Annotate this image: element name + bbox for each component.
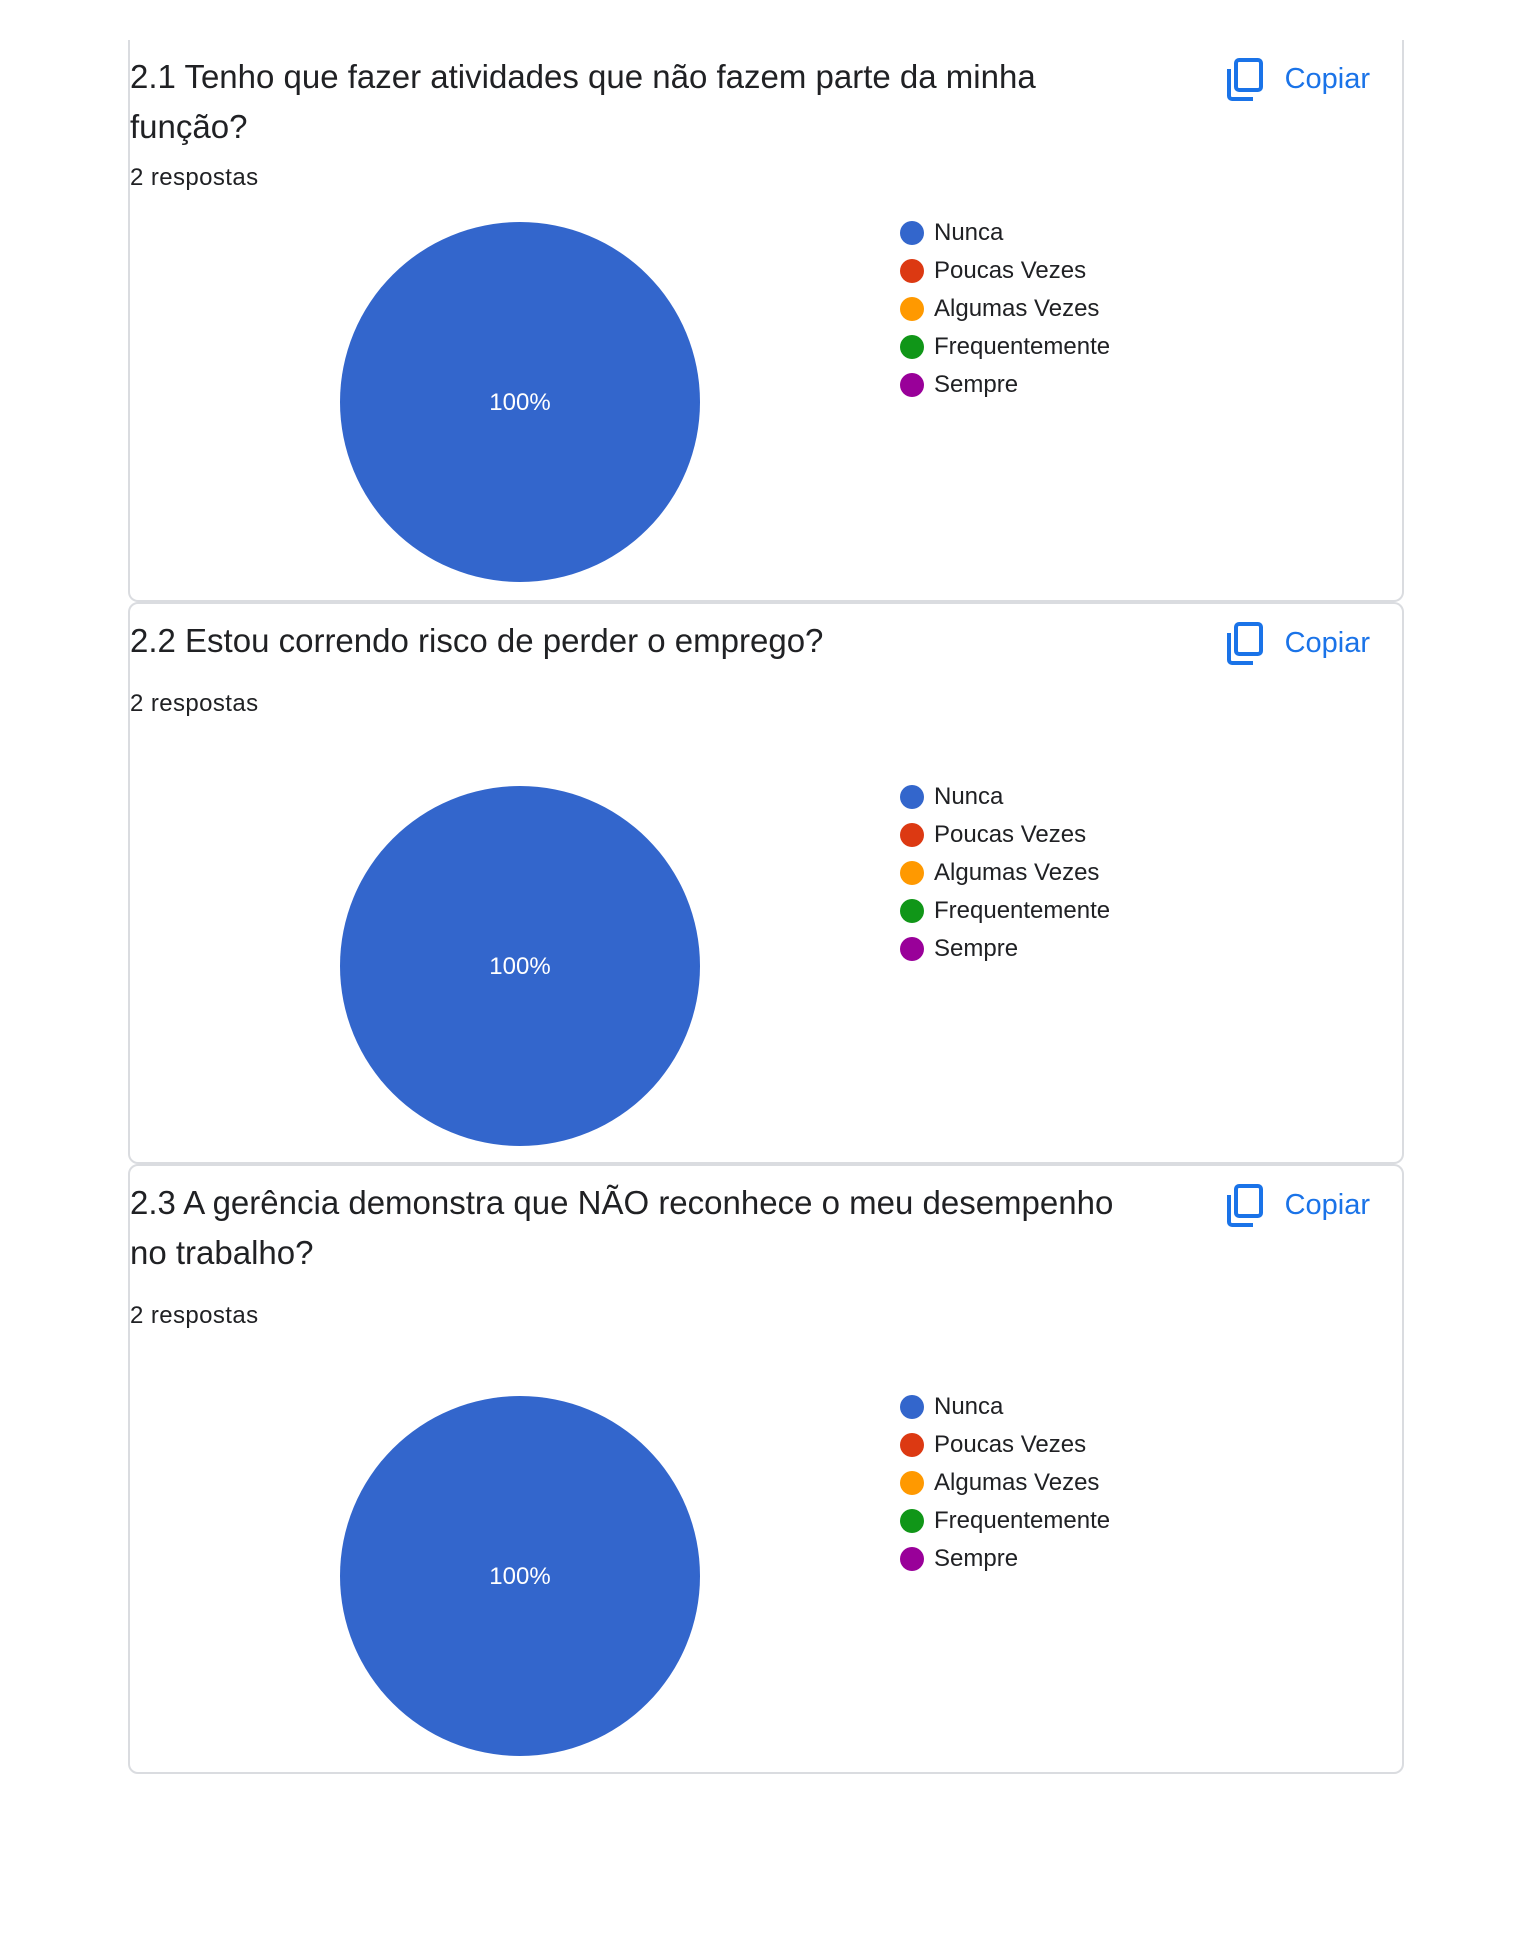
legend-swatch [900, 297, 924, 321]
legend-swatch [900, 1433, 924, 1457]
legend-label: Nunca [934, 783, 1004, 810]
legend-swatch [900, 373, 924, 397]
legend-swatch [900, 1509, 924, 1533]
pie-chart: 100% [340, 222, 700, 582]
slice-label: 100% [489, 953, 550, 980]
copy-button[interactable]: Copiar [1225, 54, 1370, 104]
response-count: 2 respostas [130, 1302, 259, 1329]
question-title: 2.3 A gerência demonstra que NÃO reconhe… [130, 1184, 1114, 1271]
legend-swatch [900, 785, 924, 809]
legend-label: Algumas Vezes [934, 859, 1100, 886]
legend-label: Frequentemente [934, 897, 1111, 924]
legend: Nunca Poucas Vezes Algumas Vezes Frequentem… [900, 778, 1110, 968]
legend-item: Algumas Vezes [900, 1464, 1110, 1502]
legend-swatch [900, 259, 924, 283]
question-title: 2.2 Estou correndo risco de perder o emp… [130, 622, 824, 659]
legend-item: Nunca [900, 1388, 1110, 1426]
legend-label: Poucas Vezes [934, 821, 1087, 848]
legend-label: Poucas Vezes [934, 257, 1087, 284]
copy-icon [1226, 58, 1263, 101]
question-card-3: 2.3 A gerência demonstra que NÃO reconhe… [128, 1164, 1404, 1774]
question-card-1: 2.1 Tenho que fazer atividades que não f… [128, 40, 1404, 602]
question-title: 2.1 Tenho que fazer atividades que não f… [130, 58, 1036, 145]
response-count: 2 respostas [130, 690, 259, 717]
legend-label: Sempre [934, 371, 1019, 398]
legend-label: Nunca [934, 219, 1004, 246]
legend-item: Frequentemente [900, 328, 1110, 366]
legend-swatch [900, 1547, 924, 1571]
legend-item: Frequentemente [900, 892, 1110, 930]
pie-slice-nunca [340, 786, 700, 1146]
legend: Nunca Poucas Vezes Algumas Vezes Frequentem… [900, 214, 1110, 404]
copy-button[interactable]: Copiar [1225, 1180, 1370, 1230]
copy-icon [1226, 622, 1263, 665]
legend-label: Frequentemente [934, 1507, 1111, 1534]
pie-slice-nunca [340, 222, 700, 582]
slice-label: 100% [489, 1563, 550, 1590]
legend-swatch [900, 823, 924, 847]
legend-swatch [900, 1471, 924, 1495]
legend-swatch [900, 861, 924, 885]
copy-label: Copiar [1284, 1188, 1370, 1221]
legend-swatch [900, 1395, 924, 1419]
pie-slice-nunca [340, 1396, 700, 1756]
legend-item: Frequentemente [900, 1502, 1110, 1540]
legend-swatch [900, 899, 924, 923]
slice-label: 100% [489, 389, 550, 416]
legend-item: Sempre [900, 1540, 1110, 1578]
legend-label: Algumas Vezes [934, 295, 1100, 322]
copy-label: Copiar [1284, 626, 1370, 659]
legend-item: Algumas Vezes [900, 290, 1110, 328]
legend: Nunca Poucas Vezes Algumas Vezes Frequentem… [900, 1388, 1110, 1578]
legend-item: Sempre [900, 366, 1110, 404]
legend-item: Nunca [900, 214, 1110, 252]
legend-item: Algumas Vezes [900, 854, 1110, 892]
legend-item: Sempre [900, 930, 1110, 968]
copy-button[interactable]: Copiar [1225, 618, 1370, 668]
legend-item: Poucas Vezes [900, 816, 1110, 854]
legend-swatch [900, 937, 924, 961]
legend-item: Poucas Vezes [900, 1426, 1110, 1464]
legend-swatch [900, 335, 924, 359]
copy-label: Copiar [1284, 62, 1370, 95]
legend-label: Nunca [934, 1393, 1004, 1420]
legend-label: Poucas Vezes [934, 1431, 1087, 1458]
legend-label: Algumas Vezes [934, 1469, 1100, 1496]
legend-label: Frequentemente [934, 333, 1111, 360]
question-card-2: 2.2 Estou correndo risco de perder o emp… [128, 602, 1404, 1164]
legend-label: Sempre [934, 935, 1019, 962]
legend-label: Sempre [934, 1545, 1019, 1572]
response-count: 2 respostas [130, 164, 259, 191]
pie-chart: 100% [340, 1396, 700, 1756]
copy-icon [1226, 1184, 1263, 1227]
legend-item: Nunca [900, 778, 1110, 816]
legend-swatch [900, 221, 924, 245]
legend-item: Poucas Vezes [900, 252, 1110, 290]
pie-chart: 100% [340, 786, 700, 1146]
